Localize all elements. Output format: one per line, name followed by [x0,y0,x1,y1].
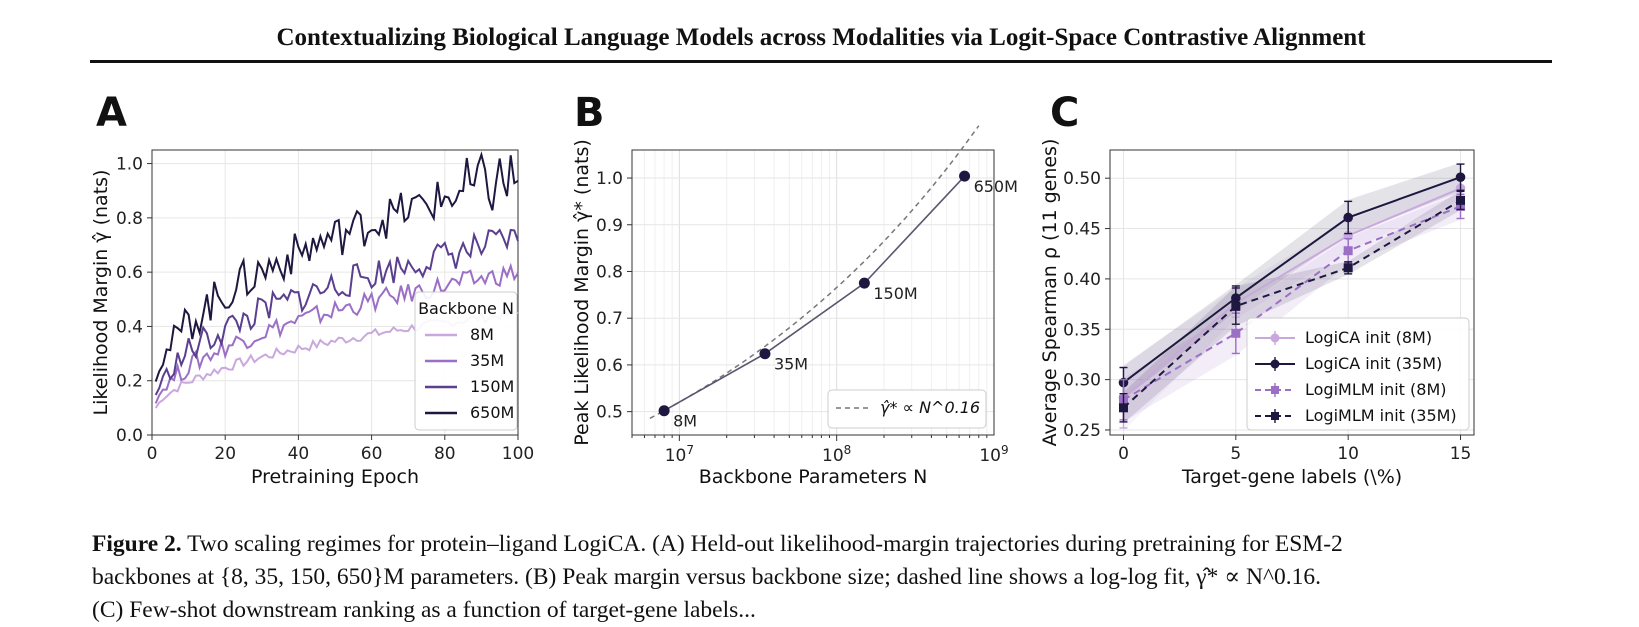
header-rule [90,60,1552,63]
x-axis-label: Target-gene labels (\%) [1181,466,1402,488]
legend-marker [1270,333,1280,343]
data-point-8M [658,405,670,417]
y-tick-label: 0.40 [1063,270,1101,290]
y-tick-label: 0.6 [596,356,623,376]
legend-box [414,291,518,431]
y-tick-label: 1.0 [596,169,623,189]
y-axis-label: Average Spearman ρ (11 genes) [1039,139,1061,447]
series-line-35M [154,262,519,404]
panel-a: A 0 20 40 60 80 100 0.0 0.2 0.4 0.6 0.8 1.0 Backbone… [90,80,560,510]
legend-entry: LogiMLM init (8M) [1305,380,1447,399]
x-tick-label: 40 [288,444,310,464]
data-point-35M [759,348,771,360]
x-tick-label: 20 [214,444,236,464]
data-point-650M [959,170,971,182]
y-axis-label: Peak Likelihood Margin γ̂* (nats) [571,139,593,446]
x-axis-label: Backbone Parameters N [699,466,928,488]
plot-border [151,149,519,436]
legend-marker [1271,412,1279,420]
legend-entry: LogiCA init (35M) [1305,354,1442,373]
x-tick-label: 15 [1450,444,1472,464]
x-tick-label: 80 [434,444,456,464]
data-point [1118,403,1128,413]
data-point-label: 150M [873,284,917,303]
x-tick-label: 107 [665,443,694,466]
data-point [1231,301,1241,311]
legend-box [1246,317,1470,431]
caption-line-2: backbones at {8, 35, 150, 650}M paramete… [92,564,1321,590]
legend-entry: 35M [470,351,504,370]
paper-header-title: Contextualizing Biological Language Mode… [276,24,1366,51]
series-line-150M [154,228,519,396]
y-tick-label: 0.8 [116,209,143,229]
x-tick-label: 10 [1337,444,1359,464]
y-tick-label: 0.9 [596,216,623,236]
figure-caption: Figure 2. Two scaling regimes for protei… [92,528,1550,627]
x-tick-label: 108 [822,443,851,466]
y-tick-label: 0.45 [1063,220,1101,240]
legend-entry: LogiCA init (8M) [1305,328,1432,347]
plot-border [1109,149,1475,436]
panel-c-letter: C [1050,90,1079,136]
data-point [1456,195,1466,205]
x-axis-label: Pretraining Epoch [251,466,419,488]
legend-title: Backbone N [418,299,514,318]
data-point-label: 650M [974,177,1018,196]
panel-c: C 0 5 10 15 0.25 0.30 0.35 0.40 0.45 0.50 LogiCA i… [1039,80,1540,510]
band-1 [1123,162,1461,400]
caption-line-1: Two scaling regimes for protein–ligand L… [187,531,1343,557]
legend-marker [1271,386,1279,394]
y-tick-label: 0.0 [116,426,143,446]
data-point [1455,172,1466,182]
x-tick-label: 0 [147,444,158,464]
panel-b-chart: B 107 108 109 0.5 0.6 0.7 0.8 0.9 1.0 8M 35M 150M 65… [571,90,1018,488]
y-tick-label: 0.4 [116,317,143,337]
legend-box [827,389,987,429]
y-tick-label: 1.0 [116,155,143,175]
panel-a-letter: A [96,90,127,136]
series-line-3 [1122,199,1462,409]
y-tick-label: 0.35 [1063,320,1101,340]
x-tick-label: 109 [979,443,1008,466]
plot-border [631,149,995,436]
legend-marker [1270,359,1280,369]
x-tick-label: 100 [502,444,534,464]
legend-entry: γ̂* ∝ N^0.16 [880,398,980,417]
data-point-150M [858,277,870,289]
y-tick-label: 0.50 [1063,169,1101,189]
panel-c-chart: C 0 5 10 15 0.25 0.30 0.35 0.40 0.45 0.50 LogiCA i… [1039,90,1475,488]
band-3 [1123,190,1461,424]
y-tick-label: 0.8 [596,262,623,282]
y-tick-label: 0.25 [1063,421,1101,441]
data-point [1343,212,1353,223]
data-line [663,175,966,412]
series-line-1 [1122,176,1461,384]
panel-a-chart: A 0 20 40 60 80 100 0.0 0.2 0.4 0.6 0.8 1.0 Backbone… [90,90,534,488]
data-point [1343,246,1353,256]
legend-entry: LogiMLM init (35M) [1305,406,1457,425]
legend-entry: 150M [470,377,514,396]
data-point [1343,263,1353,273]
y-tick-label: 0.30 [1063,371,1101,391]
panel-b-letter: B [574,90,605,136]
legend-entry: 8M [470,325,494,344]
series-line-2 [1122,205,1461,401]
panel-b: B 107 108 109 0.5 0.6 0.7 0.8 0.9 1.0 8M 35M 150M 65… [570,80,1050,510]
y-tick-label: 0.5 [596,403,623,423]
caption-label: Figure 2. [92,531,182,557]
y-axis-label: Likelihood Margin γ̂ (nats) [90,170,112,416]
series-line-650M [154,151,519,382]
y-tick-label: 0.7 [596,309,623,329]
caption-line-3: (C) Few-shot downstream ranking as a fun… [92,597,756,623]
x-tick-label: 5 [1230,444,1241,464]
legend-entry: 650M [470,403,514,422]
y-tick-label: 0.2 [116,372,143,392]
data-point-label: 35M [774,355,808,374]
x-tick-label: 60 [361,444,383,464]
series-line-0 [1122,187,1461,399]
y-tick-label: 0.6 [116,263,143,283]
x-tick-label: 0 [1118,444,1129,464]
data-point-label: 8M [673,412,697,431]
data-point [1231,328,1241,338]
